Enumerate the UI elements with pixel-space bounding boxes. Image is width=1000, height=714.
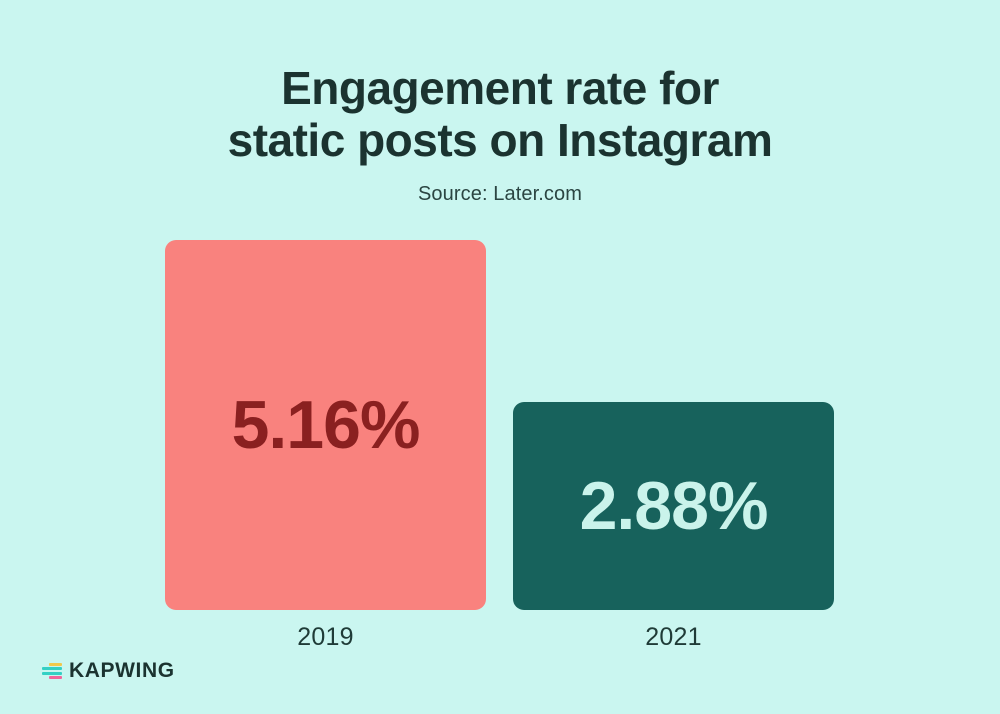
bar-2021: 2.88%: [513, 402, 834, 610]
kapwing-wordmark: KAPWING: [69, 659, 175, 682]
bar-2019: 5.16%: [165, 240, 486, 610]
chart-source-caption: Source: Later.com: [417, 183, 582, 205]
kapwing-logo-icon: [42, 663, 62, 679]
title-block: Engagement rate for static posts on Inst…: [0, 62, 1000, 167]
bar-value-2021: 2.88%: [579, 468, 769, 544]
bar-value-2019: 5.16%: [231, 387, 421, 463]
bar-category-2021: 2021: [645, 623, 702, 651]
kapwing-watermark: KAPWING: [42, 659, 175, 683]
page-title: Engagement rate for static posts on Inst…: [227, 62, 773, 167]
bar-category-2019: 2019: [297, 623, 354, 651]
